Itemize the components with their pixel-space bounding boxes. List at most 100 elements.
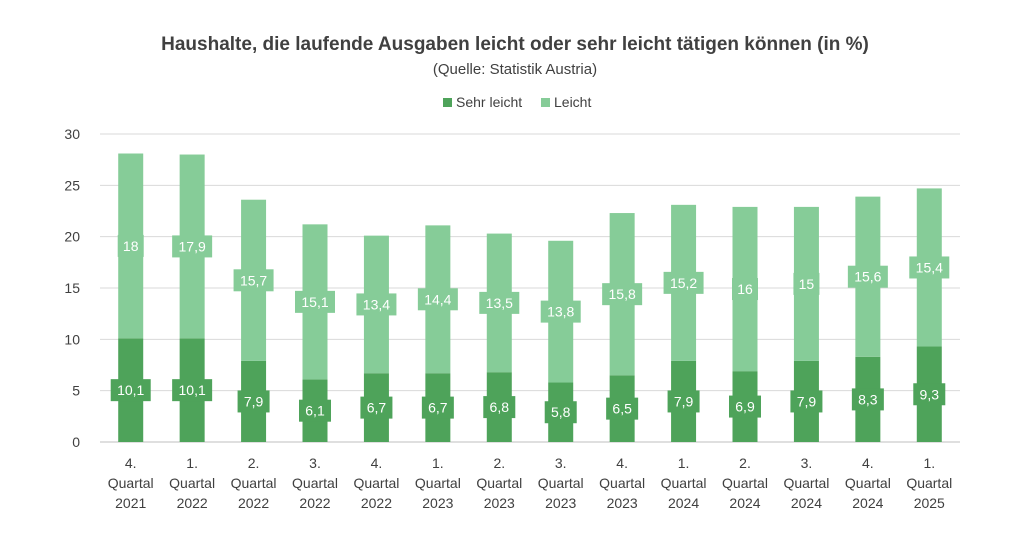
legend-swatch-leicht xyxy=(541,98,550,107)
x-tick-label: Quartal xyxy=(108,475,154,491)
data-label-box xyxy=(360,396,393,419)
data-label: 15,8 xyxy=(609,286,636,302)
x-tick-label: 4. xyxy=(862,455,874,471)
x-tick-label: 2024 xyxy=(852,495,883,511)
data-label: 18 xyxy=(123,238,139,254)
data-label-box xyxy=(233,269,274,292)
x-tick-label: 1. xyxy=(923,455,935,471)
x-tick-label: Quartal xyxy=(353,475,399,491)
x-tick-label: Quartal xyxy=(845,475,891,491)
x-tick-label: 2022 xyxy=(177,495,208,511)
x-tick-label: 4. xyxy=(371,455,383,471)
data-label: 6,8 xyxy=(490,399,510,415)
x-tick-label: 4. xyxy=(616,455,628,471)
x-tick-label: Quartal xyxy=(722,475,768,491)
data-label-box xyxy=(790,390,823,413)
data-label: 6,7 xyxy=(367,400,387,416)
y-tick-label: 5 xyxy=(72,383,80,399)
y-tick-label: 0 xyxy=(72,434,80,450)
data-label: 13,8 xyxy=(547,304,574,320)
x-tick-label: Quartal xyxy=(231,475,277,491)
bars: 10,1 18 10,1 17,9 7,9 15,7 6,1 15,1 6,7 13,4 6,7 14… xyxy=(110,153,950,442)
data-label: 15,1 xyxy=(301,294,328,310)
data-label-box xyxy=(117,234,144,257)
data-label-box xyxy=(606,397,639,420)
x-tick-label: 2024 xyxy=(668,495,699,511)
data-label-box xyxy=(913,383,946,406)
data-label-box xyxy=(544,401,577,424)
y-tick-label: 30 xyxy=(64,126,80,142)
data-label-box xyxy=(172,379,213,402)
x-tick-label: 2. xyxy=(739,455,751,471)
x-tick-label: 4. xyxy=(125,455,137,471)
data-label-box xyxy=(417,288,458,311)
chart-title: Haushalte, die laufende Ausgaben leicht … xyxy=(161,34,869,55)
data-label: 9,3 xyxy=(920,386,940,402)
data-label: 15 xyxy=(799,276,815,292)
x-tick-label: Quartal xyxy=(783,475,829,491)
data-label: 16 xyxy=(737,281,753,297)
x-tick-label: 1. xyxy=(678,455,690,471)
x-tick-label: 2022 xyxy=(361,495,392,511)
data-label-box xyxy=(483,396,516,419)
data-label: 15,6 xyxy=(854,269,881,285)
x-tick-label: 3. xyxy=(309,455,321,471)
data-label: 15,7 xyxy=(240,272,267,288)
x-tick-label: Quartal xyxy=(292,475,338,491)
data-label: 6,5 xyxy=(612,401,632,417)
data-label-box xyxy=(909,256,950,279)
y-tick-label: 20 xyxy=(64,229,80,245)
data-label-box xyxy=(663,271,704,294)
data-label-box xyxy=(793,272,820,295)
data-label: 6,9 xyxy=(735,399,755,415)
data-label: 13,5 xyxy=(486,295,513,311)
data-label: 17,9 xyxy=(179,238,206,254)
x-tick-label: 1. xyxy=(186,455,198,471)
y-tick-label: 15 xyxy=(64,280,80,296)
data-label-box xyxy=(667,390,700,413)
data-label-box xyxy=(729,395,761,418)
x-tick-label: Quartal xyxy=(661,475,707,491)
chart-subtitle: (Quelle: Statistik Austria) xyxy=(433,61,597,78)
x-tick-label: 2023 xyxy=(545,495,576,511)
data-label-box xyxy=(540,300,581,323)
data-label-box xyxy=(479,291,520,314)
x-tick-label: 2. xyxy=(248,455,260,471)
data-label: 8,3 xyxy=(858,391,878,407)
data-label-box xyxy=(172,235,213,258)
x-tick-label: Quartal xyxy=(538,475,584,491)
x-tick-label: 2024 xyxy=(729,495,760,511)
x-tick-label: 2022 xyxy=(299,495,330,511)
x-tick-label: 2025 xyxy=(914,495,945,511)
data-label: 5,8 xyxy=(551,404,571,420)
data-label: 15,2 xyxy=(670,275,697,291)
data-label: 6,1 xyxy=(305,403,325,419)
data-label: 7,9 xyxy=(674,393,694,409)
data-label-box xyxy=(421,396,454,419)
x-tick-label: 2023 xyxy=(422,495,453,511)
y-tick-label: 10 xyxy=(64,331,80,347)
x-tick-label: 2023 xyxy=(607,495,638,511)
data-label: 7,9 xyxy=(797,393,817,409)
legend-label-sehr-leicht: Sehr leicht xyxy=(456,94,522,110)
x-tick-label: 2. xyxy=(493,455,505,471)
x-tick-label: 2024 xyxy=(791,495,822,511)
legend-swatch-sehr-leicht xyxy=(443,98,452,107)
data-label: 6,7 xyxy=(428,400,448,416)
data-label-box xyxy=(237,390,270,413)
x-tick-label: 3. xyxy=(801,455,813,471)
x-tick-label: 2023 xyxy=(484,495,515,511)
data-label: 10,1 xyxy=(179,382,206,398)
legend-label-leicht: Leicht xyxy=(554,94,591,110)
data-label: 15,4 xyxy=(916,259,943,275)
data-label: 13,4 xyxy=(363,296,390,312)
legend: Sehr leicht Leicht xyxy=(443,94,591,110)
data-label: 10,1 xyxy=(117,382,144,398)
x-axis: 4. Quartal 2021 1. Quartal 2022 2. Quartal 2022 3… xyxy=(108,455,952,511)
x-tick-label: 1. xyxy=(432,455,444,471)
data-label-box xyxy=(602,283,643,306)
x-tick-label: 2021 xyxy=(115,495,146,511)
data-label-box xyxy=(295,290,335,313)
y-axis: 0 5 10 15 20 25 30 xyxy=(64,126,80,450)
